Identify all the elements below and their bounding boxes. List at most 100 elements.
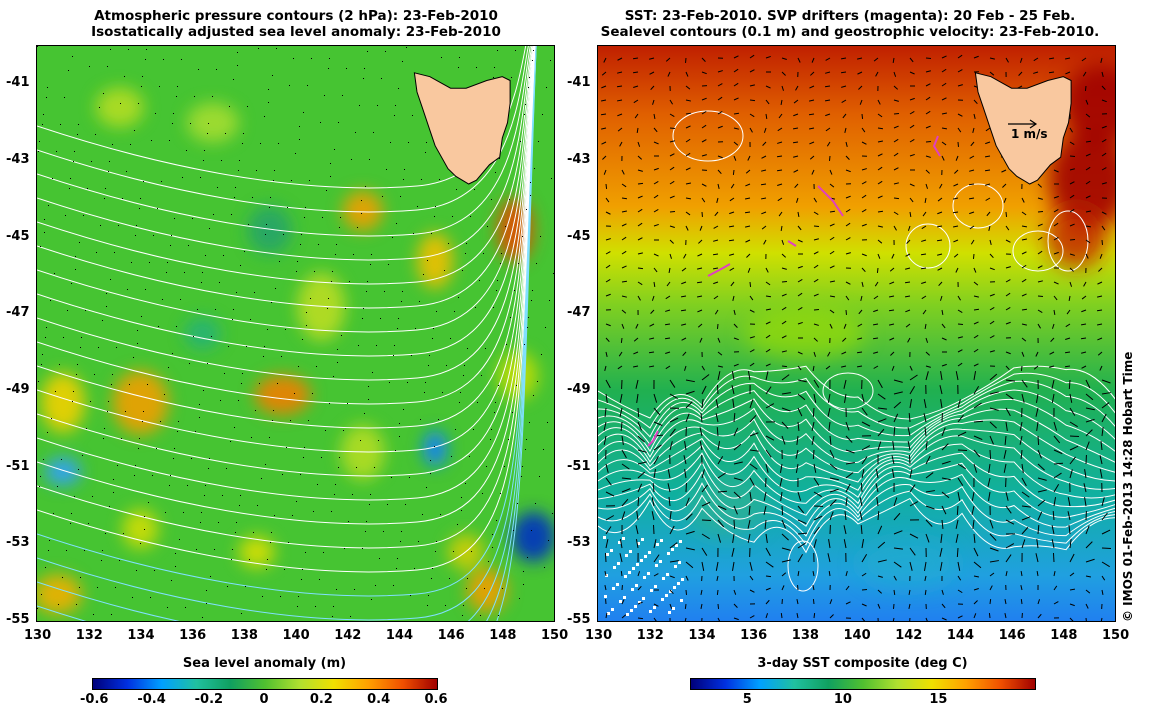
left-colorbar-title: Sea level anomaly (m)	[182, 656, 347, 671]
significance-dot	[56, 151, 57, 152]
significance-dot	[96, 252, 97, 253]
velocity-arrow	[617, 365, 623, 370]
velocity-arrow	[600, 99, 607, 102]
significance-dot	[169, 140, 170, 141]
velocity-arrow	[1037, 309, 1043, 314]
velocity-arrow	[825, 365, 831, 370]
significance-dot	[155, 113, 156, 114]
velocity-arrow	[637, 585, 642, 591]
velocity-arrow	[685, 513, 693, 521]
left-lon-tick-label: 140	[282, 628, 310, 643]
significance-dot	[178, 421, 179, 422]
velocity-arrow	[621, 280, 628, 283]
velocity-arrow	[829, 280, 836, 283]
velocity-arrow	[797, 393, 806, 401]
velocity-arrow	[909, 399, 913, 409]
velocity-arrow	[764, 519, 767, 530]
significance-dot	[531, 530, 532, 531]
velocity-arrow	[601, 127, 607, 130]
velocity-arrow	[973, 435, 983, 441]
velocity-arrow	[1065, 57, 1071, 60]
significance-dot	[269, 437, 270, 438]
velocity-arrow	[909, 374, 918, 381]
velocity-arrow	[781, 559, 791, 563]
significance-dot	[73, 161, 74, 162]
velocity-arrow	[1085, 393, 1094, 401]
pressure-contour	[37, 46, 537, 477]
velocity-arrow	[765, 463, 769, 473]
velocity-arrow	[653, 267, 658, 273]
velocity-arrow	[701, 374, 710, 381]
velocity-arrow	[893, 125, 899, 129]
velocity-arrow	[941, 82, 947, 87]
velocity-arrow	[1084, 469, 1087, 479]
velocity-arrow	[845, 483, 851, 493]
velocity-arrow	[941, 603, 946, 609]
velocity-arrow	[955, 371, 959, 381]
significance-dot	[132, 597, 133, 598]
velocity-arrow	[826, 141, 831, 147]
velocity-arrow	[765, 281, 771, 286]
velocity-arrow	[845, 169, 851, 173]
velocity-arrow	[1035, 407, 1039, 417]
significance-dot	[40, 246, 41, 247]
significance-dot	[110, 279, 111, 280]
significance-dot	[108, 401, 109, 402]
significance-dot	[282, 474, 283, 475]
velocity-arrow	[874, 281, 879, 287]
velocity-arrow	[861, 456, 868, 465]
velocity-arrow	[605, 477, 612, 486]
significance-dot	[173, 113, 174, 114]
velocity-arrow	[877, 225, 883, 228]
significance-dot	[174, 218, 175, 219]
velocity-arrow	[1069, 281, 1073, 287]
velocity-arrow	[829, 309, 835, 314]
velocity-arrow	[665, 351, 671, 354]
significance-dot	[208, 468, 209, 469]
velocity-arrow	[861, 469, 865, 479]
velocity-arrow	[733, 82, 739, 87]
velocity-arrow	[1085, 140, 1092, 143]
significance-dot	[167, 262, 168, 263]
velocity-arrow	[860, 295, 863, 301]
velocity-arrow	[1085, 603, 1089, 609]
significance-dot	[531, 300, 532, 301]
velocity-arrow	[923, 413, 927, 423]
significance-dot	[169, 485, 170, 486]
significance-dot	[298, 596, 299, 597]
velocity-arrow	[650, 85, 655, 91]
significance-dot	[107, 66, 108, 67]
significance-dot	[251, 437, 252, 438]
significance-dot	[549, 300, 550, 301]
velocity-arrow	[893, 497, 898, 507]
velocity-arrow	[747, 371, 751, 381]
significance-dot	[352, 494, 353, 495]
velocity-arrow	[893, 426, 896, 437]
velocity-arrow	[969, 169, 975, 172]
significance-dot	[112, 374, 113, 375]
velocity-arrow	[669, 511, 672, 521]
significance-dot	[372, 372, 373, 373]
significance-dot	[146, 49, 147, 50]
significance-dot	[540, 236, 541, 237]
velocity-arrow	[1036, 570, 1039, 577]
velocity-arrow	[653, 393, 658, 403]
velocity-arrow	[925, 57, 932, 60]
velocity-arrow	[829, 223, 835, 227]
significance-dot	[393, 585, 394, 586]
velocity-arrow	[797, 351, 803, 355]
velocity-arrow	[797, 225, 802, 231]
velocity-arrow	[989, 320, 995, 325]
velocity-arrow	[603, 435, 607, 445]
significance-dot	[90, 401, 91, 402]
significance-dot	[145, 289, 146, 290]
significance-dot	[265, 464, 266, 465]
velocity-arrow	[985, 197, 991, 201]
velocity-arrow	[925, 472, 934, 479]
velocity-arrow	[861, 253, 867, 257]
significance-dot	[134, 130, 135, 131]
velocity-arrow	[680, 295, 687, 298]
velocity-arrow	[957, 561, 961, 571]
velocity-arrow	[653, 539, 657, 549]
velocity-arrow	[747, 519, 751, 529]
